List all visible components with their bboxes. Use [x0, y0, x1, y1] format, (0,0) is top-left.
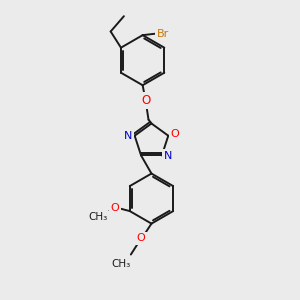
- Text: O: O: [170, 129, 179, 139]
- Text: Br: Br: [157, 29, 169, 39]
- Text: O: O: [111, 203, 119, 213]
- Text: N: N: [164, 151, 172, 161]
- Text: CH₃: CH₃: [88, 212, 108, 222]
- Text: CH₃: CH₃: [111, 259, 130, 269]
- Text: N: N: [124, 131, 132, 141]
- Text: O: O: [137, 233, 146, 243]
- Text: O: O: [141, 94, 150, 107]
